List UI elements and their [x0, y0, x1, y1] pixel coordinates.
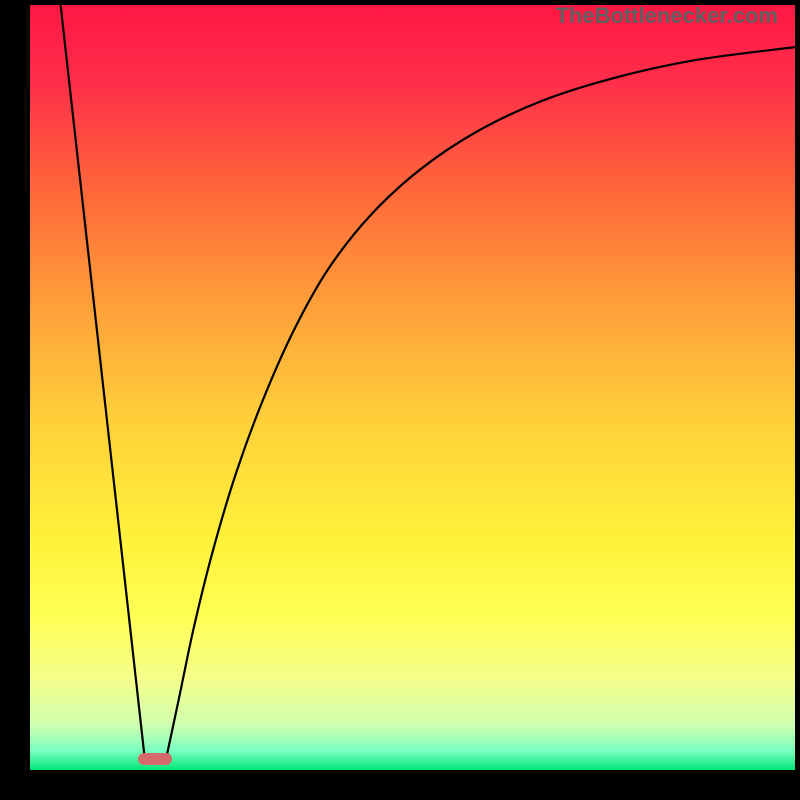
optimal-oval-marker	[138, 753, 172, 765]
plot-area	[30, 5, 795, 770]
curve-layer	[30, 5, 795, 770]
watermark-text: TheBottlenecker.com	[555, 3, 778, 29]
chart-container: TheBottlenecker.com	[0, 0, 800, 800]
